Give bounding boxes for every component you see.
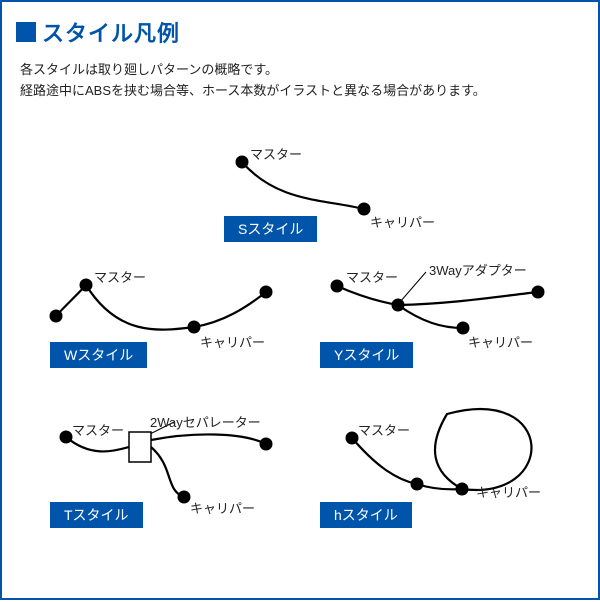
style-badge-y: Yスタイル	[320, 342, 413, 368]
desc-line-1: 各スタイルは取り廻しパターンの概略です。	[20, 60, 580, 81]
style-badge-t: Tスタイル	[50, 502, 143, 528]
style-badge-s: Sスタイル	[224, 216, 317, 242]
label-s-master: マスター	[250, 144, 302, 163]
header: スタイル凡例	[2, 2, 598, 54]
label-t-caliper: キャリパー	[190, 498, 255, 517]
style-badge-h: hスタイル	[320, 502, 412, 528]
label-h-caliper: キャリパー	[476, 482, 541, 501]
label-w-master: マスター	[94, 267, 146, 286]
label-w-caliper: キャリパー	[200, 332, 265, 351]
style-badge-w: Wスタイル	[50, 342, 147, 368]
label-y-master: マスター	[346, 267, 398, 286]
page-title: スタイル凡例	[42, 16, 180, 48]
header-square-icon	[16, 22, 36, 42]
desc-line-2: 経路途中にABSを挟む場合等、ホース本数がイラストと異なる場合があります。	[20, 81, 580, 102]
label-h-master: マスター	[358, 420, 410, 439]
label-s-caliper: キャリパー	[370, 212, 435, 231]
label-t-master: マスター	[72, 420, 124, 439]
label-y-adapter: 3Wayアダプター	[429, 260, 527, 279]
label-t-separator: 2Wayセパレーター	[150, 412, 261, 431]
label-y-caliper: キャリパー	[468, 332, 533, 351]
description: 各スタイルは取り廻しパターンの概略です。 経路途中にABSを挟む場合等、ホース本…	[2, 54, 598, 102]
